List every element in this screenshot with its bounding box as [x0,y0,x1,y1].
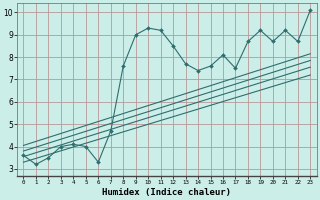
X-axis label: Humidex (Indice chaleur): Humidex (Indice chaleur) [102,188,231,197]
